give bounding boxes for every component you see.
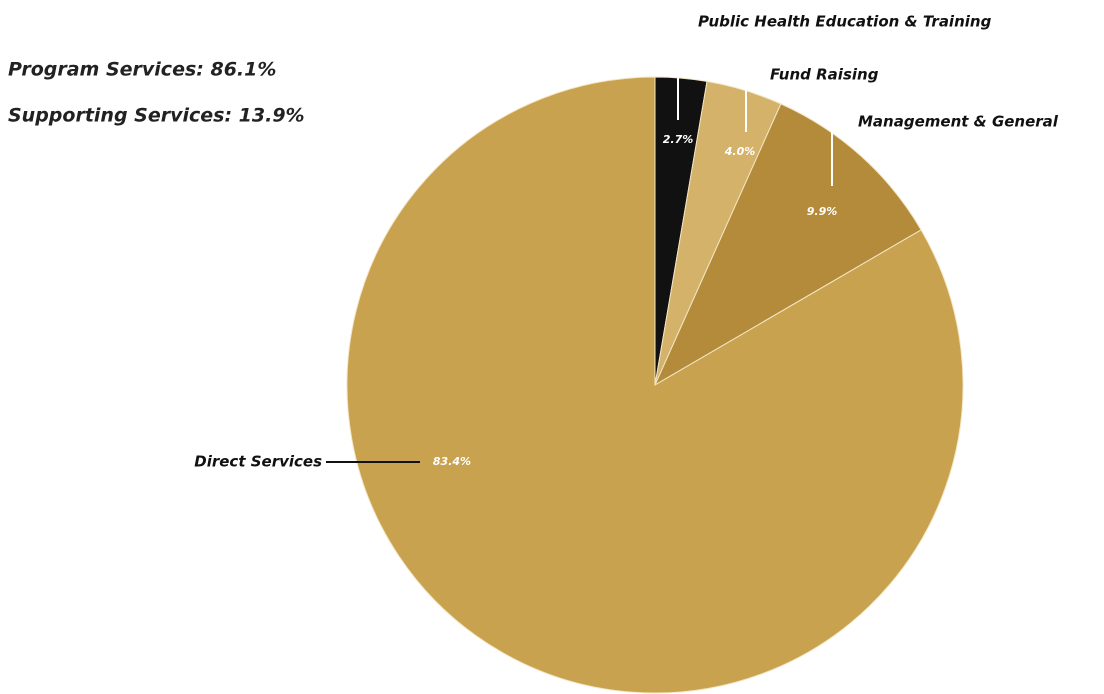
value-label: 2.7%	[663, 133, 694, 146]
category-label: Fund Raising	[770, 66, 879, 84]
annotation: Program Services: 86.1%	[8, 59, 276, 81]
pie-slice	[346, 76, 964, 694]
category-label: Management & General	[858, 113, 1059, 131]
category-label: Direct Services	[194, 453, 322, 471]
value-label: 9.9%	[807, 205, 838, 218]
category-label: Public Health Education & Training	[698, 13, 992, 31]
pie-slice	[653, 103, 922, 387]
leader-line	[677, 21, 696, 120]
annotation: Supporting Services: 13.9%	[8, 105, 305, 127]
leader-line	[831, 121, 854, 186]
leader-line	[745, 74, 766, 132]
value-label: 4.0%	[724, 145, 756, 158]
value-label: 83.4%	[433, 455, 471, 468]
